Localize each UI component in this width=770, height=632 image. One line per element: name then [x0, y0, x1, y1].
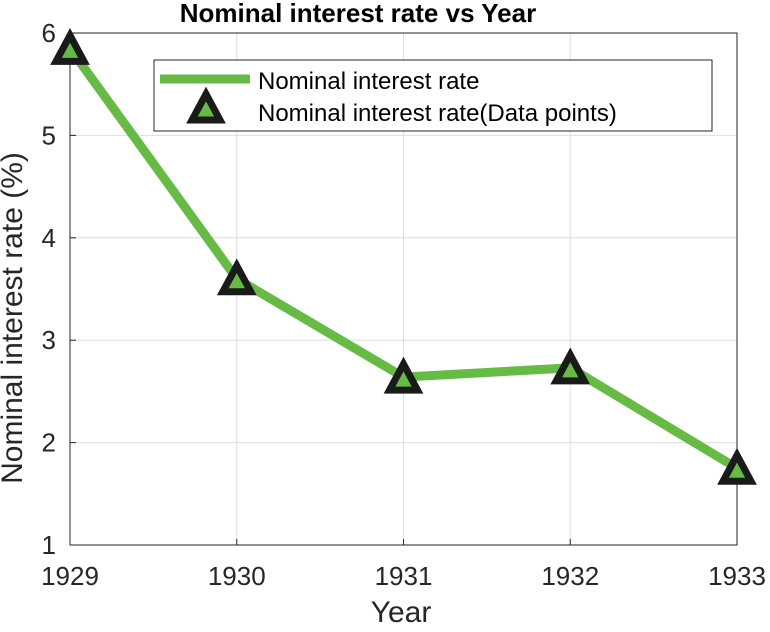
x-tick-label: 1929	[41, 561, 99, 591]
x-axis-label: Year	[371, 596, 432, 627]
y-tick-label: 4	[42, 223, 56, 253]
data-point-triangle-marker	[383, 356, 424, 394]
legend: Nominal interest rate Nominal interest r…	[153, 59, 713, 132]
legend-box	[153, 59, 713, 132]
x-tick-label: 1931	[375, 561, 433, 591]
y-tick-label: 3	[42, 325, 56, 355]
chart-title: Nominal interest rate vs Year	[180, 0, 536, 28]
legend-label-line: Nominal interest rate	[258, 68, 479, 95]
x-tick-label: 1933	[708, 561, 766, 591]
data-point-triangle-marker	[216, 258, 257, 296]
legend-triangle-marker-icon	[186, 86, 226, 124]
data-point-triangle-marker	[717, 447, 757, 485]
x-tick-label: 1932	[541, 561, 599, 591]
y-axis-label: Nominal interest rate (%)	[0, 152, 29, 484]
y-tick-label: 1	[42, 530, 56, 560]
y-tick-label: 5	[42, 120, 56, 150]
legend-label-markers: Nominal interest rate(Data points)	[258, 100, 617, 127]
series-layer	[50, 27, 757, 485]
y-tick-label: 6	[42, 18, 56, 48]
axis-ticks: 1929 1930 1931 1932 1933 1 2 3 4 5 6	[41, 18, 766, 591]
data-point-triangle-marker	[50, 27, 90, 65]
data-point-triangle-marker	[550, 347, 591, 385]
y-tick-label: 2	[42, 428, 56, 458]
x-tick-label: 1930	[208, 561, 266, 591]
